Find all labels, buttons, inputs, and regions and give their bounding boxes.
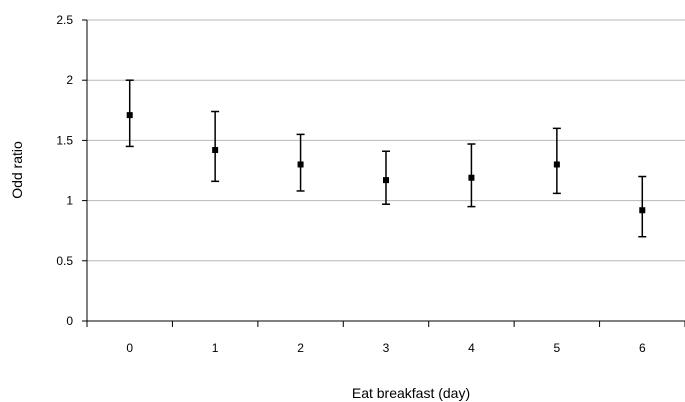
data-point bbox=[126, 112, 133, 119]
data-point bbox=[383, 177, 389, 184]
axes bbox=[86, 20, 685, 322]
y-axis-title: Odd ratio bbox=[9, 141, 25, 199]
x-axis-title: Eat breakfast (day) bbox=[352, 385, 470, 401]
data-point bbox=[468, 174, 475, 181]
y-tick-label: 0.5 bbox=[56, 254, 73, 268]
x-tick-label: 3 bbox=[383, 341, 390, 355]
y-tick-label: 2.5 bbox=[56, 13, 73, 27]
x-tick-label: 1 bbox=[212, 341, 219, 355]
x-tick-label: 2 bbox=[297, 341, 304, 355]
x-tick-label: 4 bbox=[468, 341, 475, 355]
y-tick-label: 0 bbox=[66, 314, 73, 328]
y-tick-label: 1 bbox=[66, 194, 73, 208]
data-points bbox=[125, 79, 647, 238]
x-tick-labels: 0 1 2 3 4 5 6 bbox=[86, 321, 685, 355]
x-tick-label: 6 bbox=[639, 341, 646, 355]
y-tick-labels: 0 0.5 1 1.5 2 2.5 bbox=[56, 13, 87, 328]
x-tick-label: 5 bbox=[554, 341, 561, 355]
data-point bbox=[639, 207, 646, 214]
gridlines bbox=[87, 19, 685, 262]
data-point bbox=[212, 147, 219, 154]
data-point bbox=[553, 161, 560, 168]
data-point bbox=[297, 161, 304, 168]
x-tick-label: 0 bbox=[126, 341, 133, 355]
y-tick-label: 2 bbox=[66, 73, 73, 87]
y-tick-label: 1.5 bbox=[56, 133, 73, 147]
